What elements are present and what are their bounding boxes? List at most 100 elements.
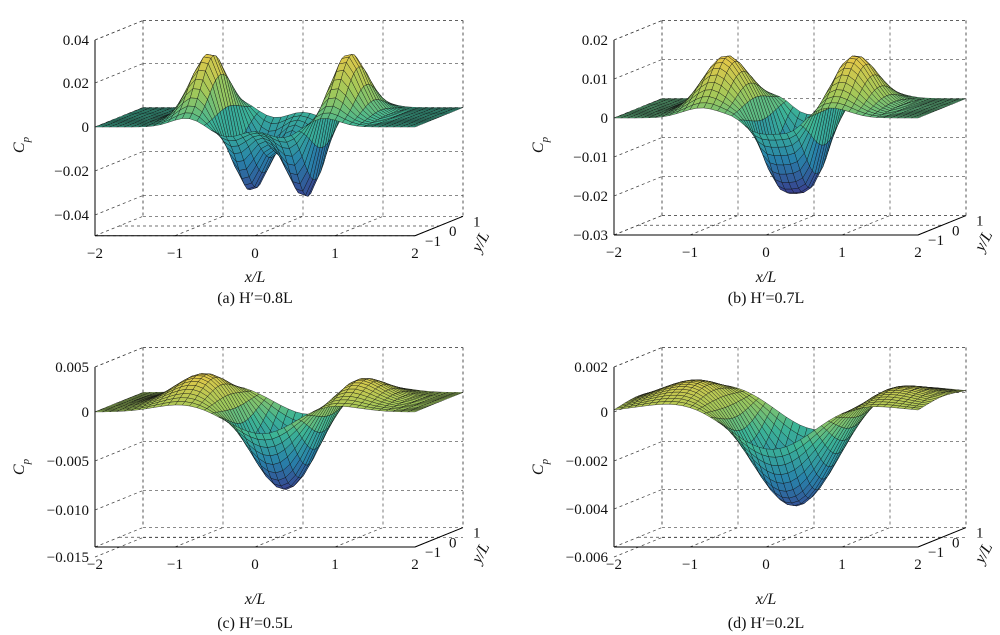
z-gridline-side [613,489,663,510]
y-tick-label: 1 [473,526,481,542]
z-axis-label: Cp [11,458,32,475]
y-tick-label: −1 [425,234,441,250]
y-tick-label: 1 [976,526,984,542]
z-tick-label: −0.015 [47,550,89,566]
x-tick-label: 0 [251,246,259,262]
y-tick-label: 1 [976,214,984,230]
y-axis-line [917,215,967,236]
x-tick-label: −1 [167,246,183,262]
z-tick-label: −0.002 [566,454,608,470]
surface-mesh [613,55,967,194]
y-axis-line [917,527,967,548]
y-axis-line [414,527,464,548]
z-tick-label: 0.02 [63,76,89,92]
surface-cell [911,116,921,119]
z-tick-label: −0.004 [566,502,609,518]
y-axis-label: y/L [971,228,997,256]
z-tick-label: 0.04 [63,33,90,49]
z-gridline-side [613,59,663,80]
x-gridline-floor [254,215,304,237]
y-tick-label: 0 [449,224,457,240]
z-tick-label: 0 [82,120,90,136]
x-tick-label: −2 [606,557,622,573]
x-gridline-floor [689,527,739,548]
z-gridline-side [94,20,144,41]
z-gridline-side [94,490,144,511]
z-tick-label: 0.002 [574,360,608,376]
z-axis-label-subscript: p [20,136,32,143]
z-gridline-side [94,63,144,84]
z-gridline-side [613,137,663,158]
x-tick-label: 2 [411,557,419,573]
z-tick-label: −0.02 [54,164,89,180]
x-tick-label: 2 [411,246,419,262]
z-tick-label: −0.04 [54,208,89,224]
z-tick-label: 0 [601,405,609,421]
z-axis-label-subscript: p [20,458,32,465]
y-tick-label: 1 [473,214,481,230]
x-tick-label: 2 [914,245,922,261]
z-tick-label: −0.02 [573,189,608,205]
z-gridline-side [94,441,144,462]
y-tick-label: −1 [425,545,441,561]
subplot-caption: (d) H′=0.2L [728,615,805,632]
x-tick-label: −1 [167,557,183,573]
z-gridline-side [94,195,144,216]
x-axis-label: x/L [244,591,266,608]
y-axis-label: y/L [468,540,494,568]
z-tick-label: 0 [82,405,90,421]
x-axis-label: x/L [755,269,777,286]
z-gridline-side [613,176,663,197]
z-tick-label: 0.02 [582,33,608,49]
z-tick-label: −0.03 [573,228,608,244]
y-tick-label: 0 [952,535,960,551]
y-axis-label: y/L [971,540,997,568]
z-axis-label-subscript: p [539,136,551,143]
x-tick-label: −1 [682,245,698,261]
z-gridline-side [613,20,663,41]
x-tick-label: 0 [762,245,770,261]
surface-cell [407,125,418,128]
surface-cell [407,410,418,413]
surface-mesh [94,54,464,197]
y-tick-label: −1 [928,233,944,249]
x-tick-label: 1 [331,246,339,262]
y-axis-label: y/L [468,229,494,257]
x-tick-label: 1 [331,557,339,573]
z-axis-label: Cp [11,136,32,153]
z-tick-label: 0.005 [55,360,89,376]
subplot-a: −2 −1 0 1 20.040.020−0.02−0.04−101x/Ly/LCp(a… [11,20,494,307]
z-tick-label: −0.005 [47,454,89,470]
subplot-caption: (a) H′=0.8L [217,290,293,307]
x-tick-label: 2 [914,557,922,573]
z-gridline-side [613,347,663,368]
surface-mesh [613,379,967,507]
z-tick-label: −0.01 [573,150,608,166]
z-tick-label: 0 [601,111,609,127]
x-gridline-floor [689,215,739,236]
subplot-caption: (c) H′=0.5L [217,615,293,632]
subplot-caption: (b) H′=0.7L [728,290,805,307]
z-tick-label: −0.010 [47,503,89,519]
subplot-b: −2 −1 0 1 20.020.010−0.01−0.02−0.03 −101x/Ly/… [530,20,997,307]
y-tick-label: −1 [928,545,944,561]
x-tick-label: 0 [251,557,259,573]
surface-mesh [94,373,464,490]
x-tick-label: −2 [606,245,622,261]
z-axis-label: Cp [530,458,551,475]
z-axis-label: Cp [530,136,551,153]
x-tick-label: 1 [838,245,846,261]
surface-cell [910,407,922,411]
z-gridline-side [94,151,144,172]
y-tick-label: 0 [952,223,960,239]
z-axis-label-subscript: p [539,458,551,465]
y-tick-label: 0 [449,535,457,551]
x-axis-label: x/L [244,269,266,286]
x-tick-label: −2 [87,246,103,262]
z-gridline-side [94,347,144,368]
z-tick-label: −0.006 [566,550,609,566]
x-tick-label: −2 [87,557,103,573]
